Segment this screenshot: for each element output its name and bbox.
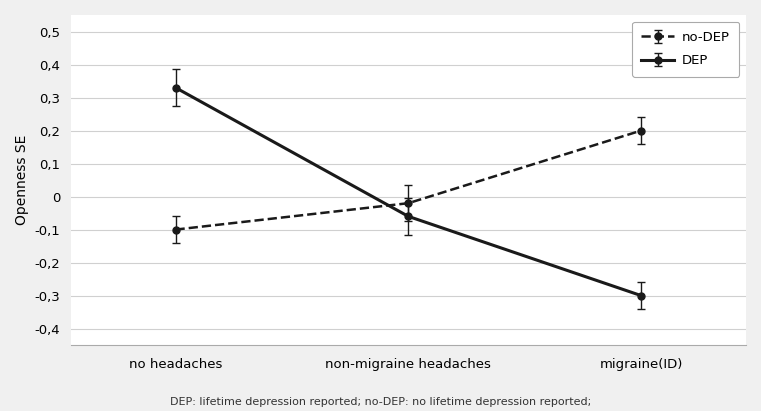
Legend: no-DEP, DEP: no-DEP, DEP — [632, 22, 740, 76]
Text: DEP: lifetime depression reported; no-DEP: no lifetime depression reported;: DEP: lifetime depression reported; no-DE… — [170, 397, 591, 407]
Y-axis label: Openness SE: Openness SE — [15, 135, 29, 225]
